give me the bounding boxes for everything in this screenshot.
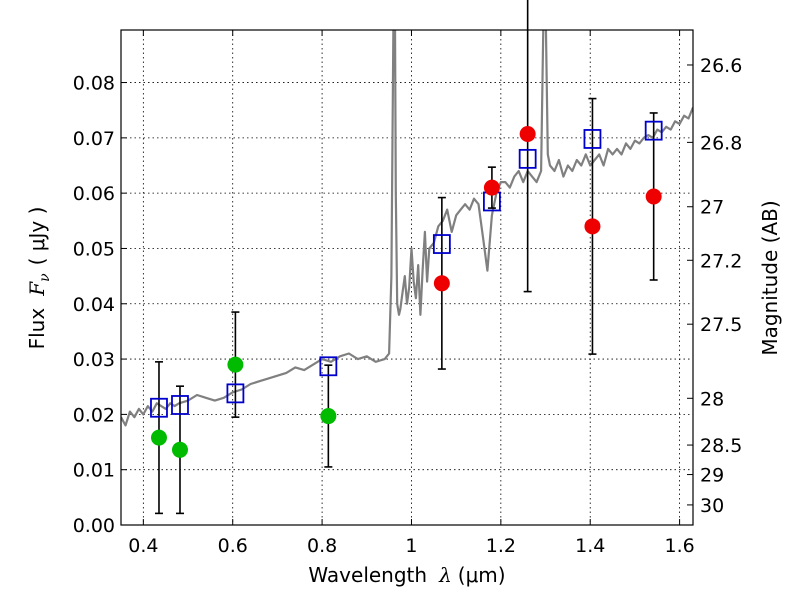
x-axis-label: Wavelength λ (μm) [308,563,505,587]
mag-tick-label: 28 [700,388,724,410]
model-photometry-square [226,383,245,404]
y-tick-label: 0.04 [73,294,115,316]
model-photometry-square [518,148,537,169]
y-tick-label: 0.05 [73,238,115,260]
observed-red-point [645,188,662,205]
mag-tick-label: 28.5 [700,435,742,457]
error-bars [154,0,658,515]
mag-tick-label: 27.2 [700,250,742,272]
grid-lines [121,30,693,526]
mag-tick-label: 26.6 [700,55,742,77]
y-tick-label: 0.01 [73,460,115,482]
model-photometry-square [644,120,663,141]
spectrum-layer [121,30,693,427]
model-photometry-square [150,397,168,418]
plot-frame [120,29,694,526]
axis-ticks: 0.4 0.6 0.8 1 1.2 1.4 1.6 0.00 0.01 0.02 0.03 0.04 0… [73,30,742,557]
y-tick-label: 0.08 [73,73,115,95]
x-tick-label: 0.6 [218,535,248,557]
y-tick-label: 0.00 [73,515,115,537]
y-tick-label: 0.06 [73,183,115,205]
model-photometry-layer [150,120,663,418]
mag-tick-label: 27 [700,197,724,219]
observed-red-point [433,275,450,292]
observed-green-point [320,408,337,425]
model-photometry-square [319,356,338,377]
mag-tick-label: 30 [700,495,724,517]
x-tick-label: 1.2 [486,535,516,557]
x-tick-label: 1.6 [664,535,694,557]
y-tick-label: 0.03 [73,349,115,371]
observed-green-point [227,356,244,373]
observed-green-point [171,441,188,458]
observed-red-point [483,179,500,196]
observed-photometry-layer [150,125,662,458]
model-photometry-square [171,395,189,415]
y-tick-label: 0.02 [73,404,115,426]
y-axis-label: FluxFν( μJy ) [25,207,53,350]
observed-red-point [519,125,536,142]
model-photometry-square [432,234,451,254]
x-tick-label: 0.8 [307,535,337,557]
y-tick-label: 0.07 [73,128,115,150]
spectrum-line [121,30,693,427]
mag-tick-label: 27.5 [700,314,742,336]
observed-red-point [584,218,601,235]
model-photometry-square [583,129,602,149]
observed-green-point [150,429,167,446]
x-tick-label: 0.4 [128,535,158,557]
y2-axis-label: Magnitude (AB) [758,200,782,355]
mag-tick-label: 26.8 [700,132,742,154]
x-tick-label: 1 [405,535,417,557]
mag-tick-label: 29 [700,465,724,487]
x-tick-label: 1.4 [575,535,605,557]
